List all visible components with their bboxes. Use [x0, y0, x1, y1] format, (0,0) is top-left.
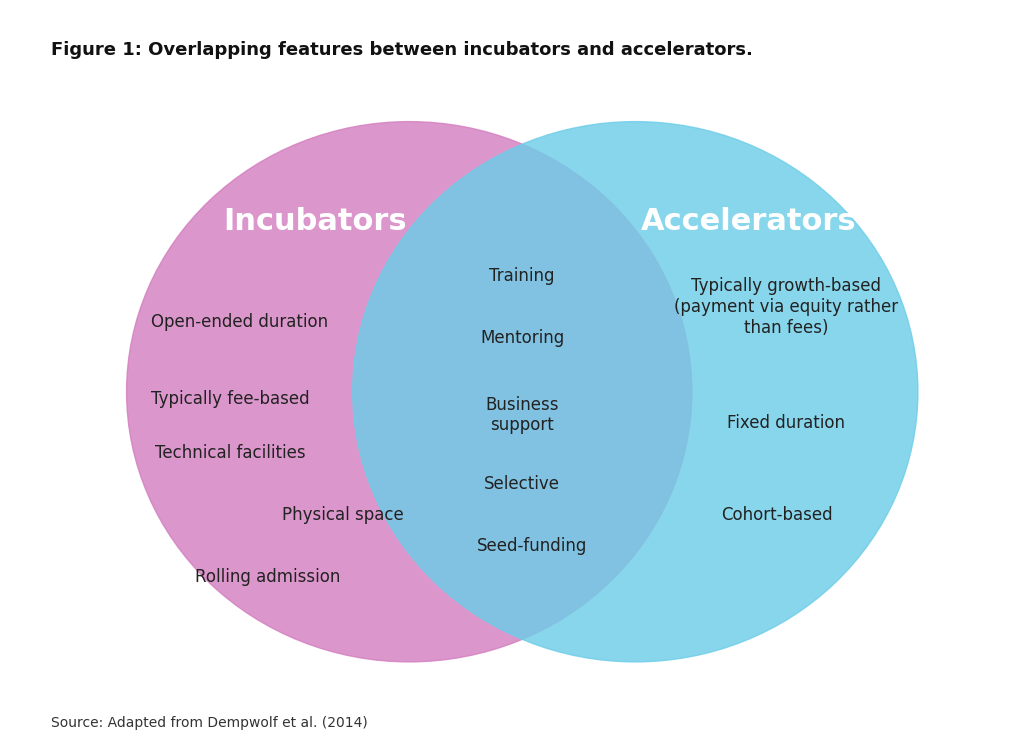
Ellipse shape	[352, 122, 918, 662]
Text: Selective: Selective	[484, 475, 560, 493]
Text: Typically fee-based: Typically fee-based	[151, 391, 309, 408]
Text: Accelerators: Accelerators	[641, 207, 856, 236]
Text: Business
support: Business support	[485, 395, 559, 434]
Text: Mentoring: Mentoring	[480, 329, 564, 346]
Text: Source: Adapted from Dempwolf et al. (2014): Source: Adapted from Dempwolf et al. (20…	[51, 716, 368, 730]
Text: Rolling admission: Rolling admission	[196, 568, 341, 586]
Text: Training: Training	[489, 267, 555, 285]
Text: Fixed duration: Fixed duration	[727, 413, 845, 431]
Text: Open-ended duration: Open-ended duration	[152, 313, 328, 331]
Text: Technical facilities: Technical facilities	[155, 444, 305, 462]
Text: Figure 1: Overlapping features between incubators and accelerators.: Figure 1: Overlapping features between i…	[51, 41, 753, 59]
Text: Seed-funding: Seed-funding	[476, 537, 587, 555]
Text: Physical space: Physical space	[283, 506, 404, 524]
Text: Typically growth-based
(payment via equity rather
than fees): Typically growth-based (payment via equi…	[674, 277, 898, 337]
Ellipse shape	[127, 122, 692, 662]
Text: Incubators: Incubators	[223, 207, 407, 236]
Text: Cohort-based: Cohort-based	[721, 506, 833, 524]
